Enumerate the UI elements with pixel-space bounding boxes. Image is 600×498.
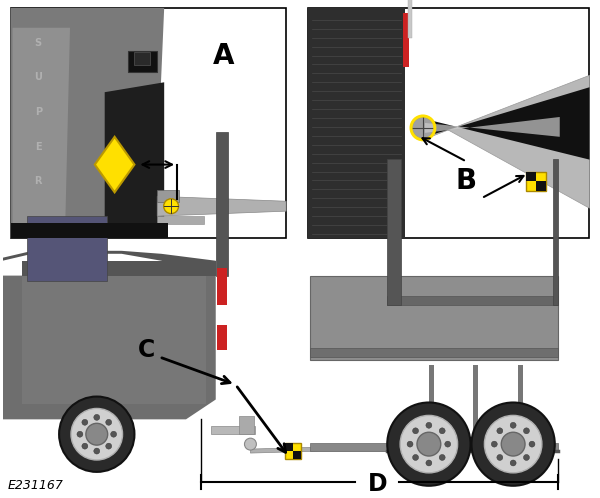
- Bar: [217, 325, 227, 350]
- Bar: [408, 0, 412, 38]
- Bar: [473, 365, 478, 444]
- Circle shape: [86, 423, 107, 445]
- Circle shape: [439, 455, 445, 461]
- Circle shape: [106, 419, 112, 425]
- Bar: [217, 267, 227, 305]
- Bar: [387, 296, 558, 305]
- Circle shape: [82, 419, 88, 425]
- Bar: [518, 365, 523, 444]
- Circle shape: [529, 441, 535, 447]
- Circle shape: [417, 432, 441, 456]
- Text: C: C: [138, 338, 155, 362]
- Circle shape: [491, 441, 497, 447]
- Text: R: R: [35, 176, 42, 186]
- Circle shape: [484, 415, 542, 473]
- Circle shape: [445, 441, 451, 447]
- Polygon shape: [250, 440, 558, 453]
- Bar: [310, 348, 558, 357]
- Polygon shape: [2, 251, 216, 275]
- Circle shape: [472, 402, 555, 486]
- Circle shape: [523, 455, 529, 461]
- Circle shape: [94, 414, 100, 420]
- Bar: [157, 190, 179, 202]
- Circle shape: [439, 428, 445, 434]
- Bar: [526, 171, 536, 181]
- Circle shape: [510, 460, 516, 466]
- Circle shape: [426, 422, 432, 428]
- Polygon shape: [105, 82, 164, 238]
- Bar: [285, 443, 293, 451]
- Bar: [11, 8, 286, 238]
- Polygon shape: [13, 28, 70, 233]
- Bar: [285, 443, 301, 459]
- Circle shape: [244, 438, 256, 450]
- Circle shape: [94, 448, 100, 454]
- Circle shape: [387, 402, 470, 486]
- Text: S: S: [35, 38, 42, 48]
- Text: U: U: [34, 72, 42, 82]
- Text: B: B: [456, 167, 477, 195]
- Polygon shape: [2, 275, 216, 419]
- Polygon shape: [95, 137, 134, 192]
- Circle shape: [400, 415, 458, 473]
- Circle shape: [164, 199, 179, 214]
- Text: D: D: [368, 472, 387, 496]
- Circle shape: [426, 460, 432, 466]
- Circle shape: [413, 455, 419, 461]
- Polygon shape: [22, 261, 216, 275]
- Bar: [128, 51, 157, 72]
- Bar: [216, 132, 227, 275]
- Circle shape: [413, 428, 419, 434]
- Bar: [293, 451, 301, 459]
- Circle shape: [497, 455, 503, 461]
- Bar: [11, 223, 168, 238]
- Circle shape: [501, 432, 525, 456]
- Circle shape: [82, 443, 88, 449]
- Text: E: E: [35, 142, 41, 152]
- Text: E231167: E231167: [8, 479, 64, 492]
- Bar: [22, 275, 206, 404]
- Circle shape: [59, 396, 134, 472]
- Polygon shape: [157, 216, 204, 224]
- Circle shape: [106, 443, 112, 449]
- Polygon shape: [423, 75, 589, 208]
- Bar: [310, 443, 558, 451]
- Text: P: P: [35, 107, 42, 117]
- Circle shape: [71, 408, 122, 460]
- Circle shape: [523, 428, 529, 434]
- Bar: [308, 8, 405, 238]
- Bar: [526, 171, 546, 191]
- Bar: [429, 365, 434, 444]
- Circle shape: [407, 441, 413, 447]
- Bar: [403, 13, 409, 67]
- Polygon shape: [157, 196, 286, 216]
- Polygon shape: [425, 117, 560, 137]
- Circle shape: [412, 117, 434, 139]
- Bar: [553, 159, 558, 305]
- Polygon shape: [425, 87, 589, 160]
- Circle shape: [497, 428, 503, 434]
- Text: A: A: [213, 41, 235, 70]
- Bar: [134, 52, 151, 65]
- Polygon shape: [11, 8, 164, 238]
- Circle shape: [510, 422, 516, 428]
- Bar: [211, 426, 256, 434]
- Circle shape: [77, 431, 83, 437]
- Bar: [310, 275, 558, 360]
- Bar: [387, 159, 401, 305]
- Circle shape: [110, 431, 116, 437]
- Bar: [239, 416, 254, 434]
- Bar: [308, 8, 589, 238]
- Bar: [536, 181, 546, 191]
- Bar: [28, 216, 107, 280]
